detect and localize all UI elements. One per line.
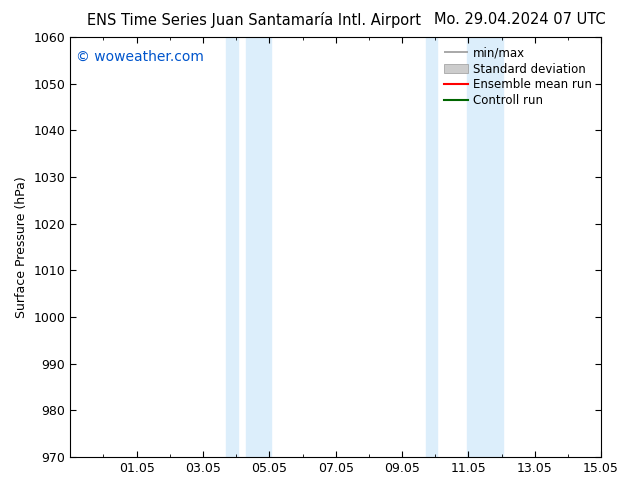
Bar [467, 37, 503, 457]
Text: ENS Time Series Juan Santamaría Intl. Airport: ENS Time Series Juan Santamaría Intl. Ai… [87, 12, 420, 28]
Y-axis label: Surface Pressure (hPa): Surface Pressure (hPa) [15, 176, 28, 318]
Text: Mo. 29.04.2024 07 UTC: Mo. 29.04.2024 07 UTC [434, 12, 605, 27]
Text: © woweather.com: © woweather.com [75, 50, 204, 64]
Legend: min/max, Standard deviation, Ensemble mean run, Controll run: min/max, Standard deviation, Ensemble me… [441, 43, 595, 111]
Bar [425, 37, 437, 457]
Bar [246, 37, 271, 457]
Bar [226, 37, 238, 457]
